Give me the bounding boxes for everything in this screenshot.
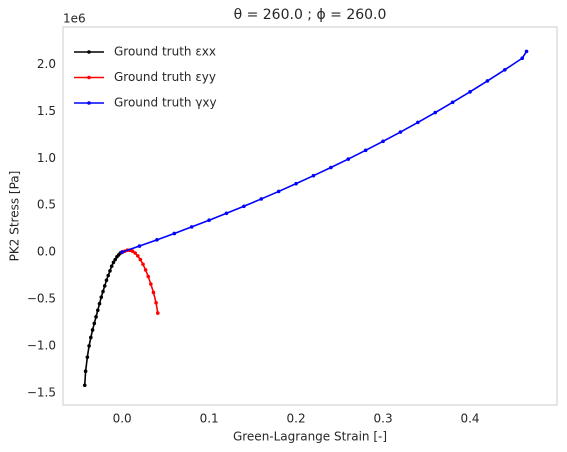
chart-title: θ = 260.0 ; ϕ = 260.0 — [234, 7, 387, 23]
series-marker — [92, 321, 97, 326]
series-marker — [120, 250, 124, 254]
series-marker — [433, 110, 438, 115]
series-marker — [94, 315, 98, 319]
series-marker — [149, 282, 153, 286]
x-tick-label: 0.1 — [200, 412, 219, 426]
series-marker — [520, 56, 525, 61]
plot-frame — [62, 26, 558, 406]
series-marker — [329, 165, 333, 170]
series-marker — [155, 311, 160, 315]
series-marker — [155, 238, 159, 242]
series-marker — [99, 295, 104, 299]
series-marker — [85, 355, 90, 359]
legend-marker — [87, 75, 91, 80]
series-marker — [172, 231, 177, 236]
series-marker — [381, 139, 385, 144]
series-marker — [416, 120, 420, 125]
legend-marker — [87, 50, 91, 54]
series-marker — [113, 257, 117, 262]
y-tick-label: 0.0 — [37, 245, 56, 259]
series-marker — [151, 290, 156, 295]
series-marker — [242, 204, 246, 209]
series-marker — [363, 148, 368, 153]
series-marker — [154, 300, 158, 305]
series-marker — [97, 301, 102, 306]
legend-label: Ground truth εyy — [114, 70, 216, 84]
series-marker — [189, 225, 194, 229]
series-marker — [311, 173, 316, 178]
series-marker — [207, 218, 211, 223]
series-marker — [95, 308, 100, 313]
series-marker — [137, 244, 142, 248]
series-marker — [294, 181, 298, 186]
series-marker — [146, 274, 151, 279]
series-marker — [135, 254, 140, 258]
y-offset-label: 1e6 — [63, 12, 86, 26]
series-marker — [111, 260, 116, 265]
series-marker — [82, 383, 87, 388]
series-marker — [450, 100, 455, 105]
series-marker — [90, 328, 95, 332]
y-tick-label: 0.5 — [37, 198, 56, 212]
x-tick-label: 0.4 — [460, 412, 479, 426]
y-tick-label: 1.5 — [37, 104, 56, 118]
series-marker — [138, 257, 143, 262]
series-marker — [130, 249, 135, 253]
series-marker — [101, 289, 105, 294]
series-marker — [346, 157, 351, 161]
legend-label: Ground truth γxy — [114, 96, 217, 110]
series-marker — [468, 90, 472, 94]
series-marker — [398, 130, 403, 134]
series-marker — [87, 344, 91, 348]
y-tick-label: 2.0 — [37, 57, 56, 71]
series-marker — [503, 67, 507, 72]
y-tick-label: −1.0 — [27, 338, 56, 352]
y-axis-label: PK2 Stress [Pa] — [8, 171, 22, 262]
x-tick-label: 0.2 — [287, 412, 306, 426]
series-marker — [104, 278, 109, 283]
series-marker — [108, 269, 112, 273]
series-marker — [143, 268, 148, 272]
y-tick-label: 1.0 — [37, 151, 56, 165]
series-marker — [102, 284, 107, 288]
legend-marker — [87, 101, 91, 105]
series-marker — [109, 264, 114, 268]
legend-label: Ground truth εxx — [114, 45, 216, 59]
series-marker — [106, 273, 111, 278]
series-marker — [141, 262, 145, 267]
series-marker — [224, 211, 229, 216]
series-marker — [524, 49, 529, 54]
x-axis-label: Green-Lagrange Strain [-] — [233, 430, 387, 444]
y-tick-label: −1.5 — [27, 385, 56, 399]
series-marker — [83, 369, 88, 374]
series-marker — [89, 335, 93, 340]
x-tick-label: 0.3 — [374, 412, 393, 426]
series-marker — [485, 79, 490, 83]
series-marker — [259, 197, 264, 201]
series-marker — [276, 189, 281, 194]
y-tick-label: −0.5 — [27, 292, 56, 306]
x-tick-label: 0.0 — [113, 412, 132, 426]
series-marker — [133, 251, 137, 255]
